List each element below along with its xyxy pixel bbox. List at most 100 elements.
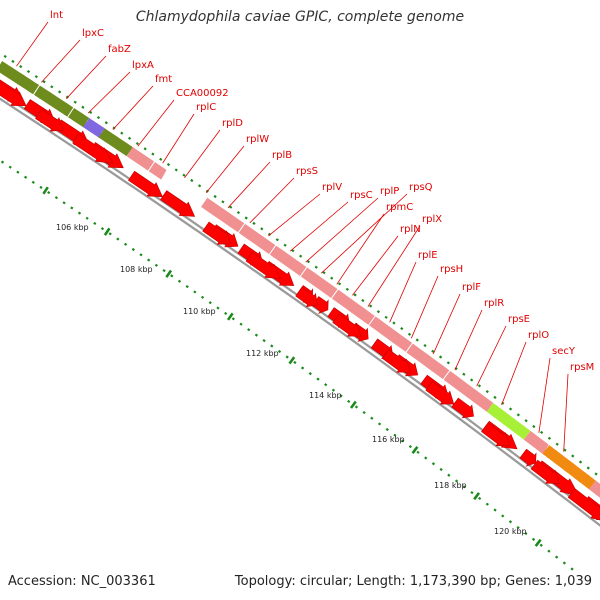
gene-leader-line [321, 193, 408, 274]
gene-label-rplD[interactable]: rplD [222, 118, 243, 129]
gene-label-fmt[interactable]: fmt [155, 74, 172, 85]
band-separator [299, 266, 308, 277]
gene-leader-line [205, 145, 245, 194]
gene-leader-line [336, 213, 385, 285]
gene-leader-line [389, 261, 417, 323]
category-band-olive[interactable] [98, 128, 133, 157]
band-separator [368, 315, 376, 326]
gene-label-rplB[interactable]: rplB [272, 150, 292, 161]
gene-label-secY[interactable]: secY [552, 346, 576, 357]
gene-leader-line [66, 55, 107, 99]
topology-text: Topology: circular; Length: 1,173,390 bp… [234, 574, 592, 589]
gene-leader-line [411, 275, 439, 339]
gene-label-rpsQ[interactable]: rpsQ [409, 182, 433, 193]
gene-label-lpxC[interactable]: lpxC [82, 28, 104, 39]
gene-label-rpmC[interactable]: rpmC [386, 202, 413, 213]
band-separator [442, 369, 451, 381]
gene-leader-line [563, 373, 569, 452]
gene-leader-line [476, 325, 507, 387]
cds-arrow-lower[interactable] [72, 133, 114, 164]
gene-leader-line [227, 161, 271, 209]
cds-arrow-lower[interactable] [245, 251, 281, 279]
gene-leader-line [249, 177, 295, 224]
gene-label-rpsE[interactable]: rpsE [508, 314, 530, 325]
cds-arrow-lower[interactable] [481, 422, 511, 447]
gene-label-rpsM[interactable]: rpsM [570, 362, 594, 373]
scale-label: 112 kbp [246, 349, 279, 358]
gene-leader-line [41, 39, 81, 83]
gene-label-rplV[interactable]: rplV [322, 182, 342, 193]
cds-arrow-lower[interactable] [381, 349, 411, 373]
band-separator [32, 84, 41, 96]
scale-label: 108 kbp [120, 265, 153, 274]
band-separator [147, 161, 156, 172]
gene-leader-line [268, 193, 321, 237]
inner-tick-row [0, 160, 574, 571]
cds-arrow-lower[interactable] [202, 221, 232, 245]
gene-label-rplR[interactable]: rplR [484, 298, 504, 309]
gene-leader-line [162, 113, 195, 164]
cds-arrow-upper[interactable] [451, 397, 474, 419]
band-separator [66, 107, 75, 118]
cds-arrow-upper[interactable] [519, 448, 537, 467]
scale-label: 106 kbp [56, 223, 89, 232]
category-band-lime[interactable] [486, 402, 531, 440]
gene-label-lpxA[interactable]: lpxA [132, 60, 154, 71]
band-separator [268, 244, 277, 256]
gene-label-rplW[interactable]: rplW [246, 134, 269, 145]
genome-backbone-inner [0, 94, 600, 524]
gene-label-rplN[interactable]: rplN [400, 224, 421, 235]
category-band-pink[interactable] [201, 197, 494, 412]
gene-label-rplP[interactable]: rplP [380, 186, 399, 197]
cds-arrow-upper[interactable] [160, 190, 196, 217]
outer-tick-row [3, 54, 598, 476]
band-separator [405, 342, 414, 353]
gene-leader-line [367, 225, 421, 307]
map-title: Chlamydophila caviae GPIC, complete geno… [135, 9, 465, 25]
gene-leader-line [289, 201, 349, 252]
gene-label-lnt[interactable]: lnt [50, 10, 63, 21]
category-band-pink[interactable] [523, 430, 549, 455]
cds-arrow-lower[interactable] [127, 170, 163, 198]
gene-label-CCA00092[interactable]: CCA00092 [176, 88, 229, 99]
gene-leader-line [112, 85, 154, 130]
scale-label: 110 kbp [183, 307, 216, 316]
gene-label-fabZ[interactable]: fabZ [108, 44, 131, 55]
gene-leader-line [137, 99, 175, 147]
gene-leader-line [501, 341, 527, 405]
cds-arrow-lower[interactable] [35, 108, 64, 132]
scale-label: 114 kbp [309, 391, 342, 400]
scale-label: 120 kbp [494, 527, 527, 536]
scale-label: 118 kbp [434, 481, 467, 490]
gene-label-rplF[interactable]: rplF [462, 282, 481, 293]
gene-leader-line [538, 357, 551, 433]
gene-label-rpsS[interactable]: rpsS [296, 166, 318, 177]
cds-arrow-lower[interactable] [332, 313, 362, 337]
category-band-purple[interactable] [82, 117, 106, 138]
major-ticks [42, 186, 542, 547]
gene-label-rplX[interactable]: rplX [422, 214, 442, 225]
band-separator [237, 222, 246, 234]
gene-label-rpsH[interactable]: rpsH [440, 264, 463, 275]
gene-leader-line [305, 197, 379, 263]
category-band-pink[interactable] [588, 480, 600, 498]
category-band-pink[interactable] [126, 147, 167, 180]
scale-label: 116 kbp [372, 435, 405, 444]
accession-text: Accession: NC_003361 [8, 574, 156, 589]
cds-arrow-lower[interactable] [530, 459, 560, 484]
band-separator [330, 288, 339, 300]
cds-arrow-lower[interactable] [295, 286, 318, 308]
cds-arrow-lower[interactable] [425, 380, 455, 405]
gene-leader-line [184, 129, 221, 179]
category-band-olive[interactable] [0, 61, 90, 128]
gene-label-rplE[interactable]: rplE [418, 250, 438, 261]
gene-leader-line [352, 235, 399, 296]
gene-leader-line [432, 293, 461, 355]
gene-label-rplC[interactable]: rplC [196, 102, 216, 113]
category-band-orange[interactable] [542, 445, 596, 490]
gene-label-rplO[interactable]: rplO [528, 330, 549, 341]
gene-leader-line [87, 71, 131, 114]
gene-label-rpsC[interactable]: rpsC [350, 190, 373, 201]
cds-arrow-lower[interactable] [0, 81, 27, 107]
